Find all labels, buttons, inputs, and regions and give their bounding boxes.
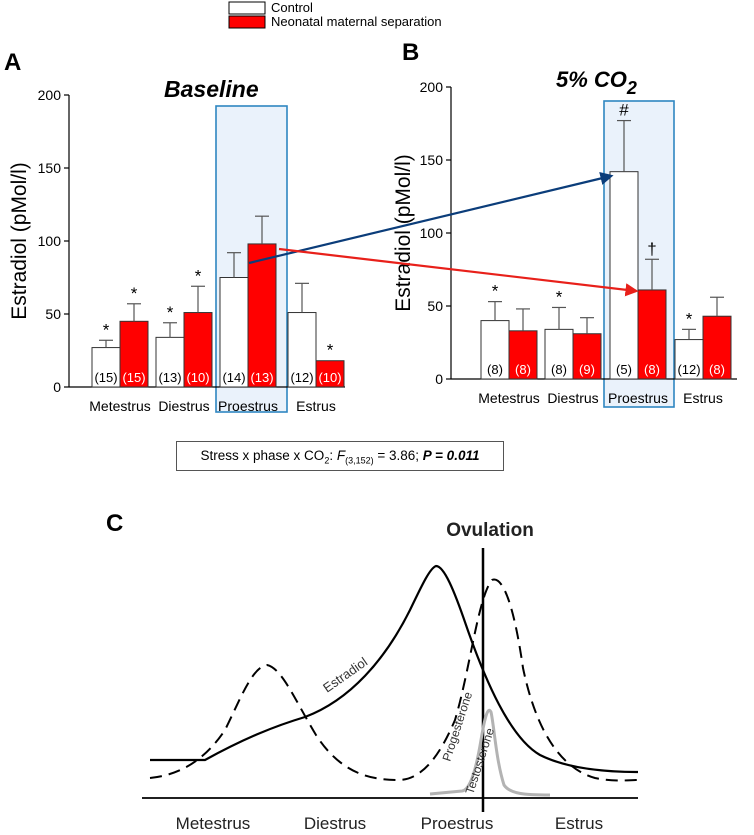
estradiol-curve-label: Estradiol [320, 654, 370, 695]
stats-mid: = 3.86; [373, 448, 423, 463]
panel-letter-b: B [402, 39, 419, 66]
x-category-label: Proestrus [608, 390, 668, 406]
sample-size-label: (8) [487, 362, 503, 377]
stats-colon: : [329, 448, 337, 463]
bar-nms-metestrus [119, 320, 149, 388]
estradiol-curve [150, 564, 639, 774]
y-tick-label: 0 [435, 371, 443, 387]
stats-df: (3,152) [345, 455, 374, 466]
y-tick-label: 150 [38, 160, 62, 176]
bar-nms-diestrus [572, 333, 602, 380]
ovulation-title: Ovulation [446, 520, 534, 541]
x-category-label: Diestrus [547, 390, 598, 406]
y-tick-label: 200 [420, 79, 444, 95]
stats-prefix-sub: 2 [324, 455, 330, 466]
y-axis-label: Estradiol (pMol/l) [8, 162, 31, 320]
significance-mark: * [327, 341, 334, 360]
sample-size-label: (13) [158, 370, 181, 385]
progesterone-curve [149, 578, 639, 782]
sample-size-label: (13) [250, 370, 273, 385]
testosterone-curve-label: Testosterone [463, 726, 498, 796]
panel-b-title: 5% CO2 [556, 67, 637, 98]
legend-nms-swatch [228, 15, 266, 29]
significance-mark: * [686, 309, 693, 328]
panel-c-phase-label: Diestrus [304, 814, 366, 833]
sample-size-label: (8) [515, 362, 531, 377]
y-tick-label: 0 [53, 379, 61, 395]
bar-control-estrus [287, 312, 317, 388]
significance-mark: * [556, 287, 563, 306]
x-category-label: Diestrus [158, 398, 209, 414]
sample-size-label: (15) [122, 370, 145, 385]
significance-mark: * [195, 266, 202, 285]
sample-size-label: (8) [551, 362, 567, 377]
stats-p-value: P = 0.011 [422, 448, 480, 463]
sample-size-label: (10) [186, 370, 209, 385]
bar-nms-proestrus [637, 289, 667, 380]
panel-letter-c: C [106, 510, 123, 537]
y-tick-label: 50 [427, 298, 443, 314]
bar-control-estrus [674, 339, 704, 380]
legend-nms-label: Neonatal maternal separation [271, 14, 442, 29]
sample-size-label: (8) [644, 362, 660, 377]
x-category-label: Estrus [296, 398, 336, 414]
bar-control-metestrus [91, 347, 121, 388]
sample-size-label: (14) [222, 370, 245, 385]
panel-b-title-main: 5% CO [556, 67, 627, 92]
statistics-box: Stress x phase x CO2: F(3,152) = 3.86; P… [176, 441, 504, 471]
stats-prefix: Stress x phase x CO [200, 448, 325, 463]
chart-panel-a: 0 50 100 150 200 Estradiol (pMol/l) (15) * (15) *… [8, 87, 345, 414]
panel-letter-a: A [4, 49, 21, 76]
x-category-label: Estrus [683, 390, 723, 406]
panel-c-phase-label: Metestrus [176, 814, 251, 833]
bar-control-diestrus [544, 328, 574, 380]
chart-panel-b: 0 50 100 150 200 Estradiol (pMol/l) (8) * (8) Met… [392, 79, 737, 408]
x-category-label: Metestrus [478, 390, 539, 406]
bar-nms-estrus [702, 315, 732, 380]
bar-control-metestrus [480, 320, 510, 380]
sample-size-label: (12) [290, 370, 313, 385]
panel-a-title: Baseline [164, 76, 259, 102]
panel-c-phase-label: Proestrus [421, 814, 494, 833]
y-tick-label: 150 [420, 152, 444, 168]
legend-control-label: Control [271, 0, 313, 15]
x-category-label: Proestrus [218, 398, 278, 414]
legend-control-swatch [228, 1, 266, 15]
testosterone-curve [429, 708, 551, 797]
significance-mark: * [103, 320, 110, 339]
legend: Control Neonatal maternal separation [228, 0, 442, 29]
significance-mark: * [167, 303, 174, 322]
arrow-nms-proestrus [278, 247, 639, 297]
bar-control-diestrus [155, 336, 185, 388]
bar-nms-proestrus [247, 243, 277, 388]
significance-mark: * [492, 282, 499, 301]
sample-size-label: (9) [579, 362, 595, 377]
y-tick-label: 100 [420, 225, 444, 241]
bar-nms-estrus [315, 360, 345, 388]
panel-c-phase-label: Estrus [555, 814, 603, 833]
y-tick-label: 100 [38, 233, 62, 249]
sample-size-label: (15) [94, 370, 117, 385]
y-tick-label: 50 [45, 306, 61, 322]
stats-f: F [336, 448, 346, 463]
progesterone-curve-label: Progesterone [440, 690, 476, 763]
sample-size-label: (10) [318, 370, 341, 385]
chart-panel-c: Ovulation Estradiol Progesterone Testost… [142, 520, 639, 833]
sample-size-label: (12) [677, 362, 700, 377]
sample-size-label: (5) [616, 362, 632, 377]
sample-size-label: (8) [709, 362, 725, 377]
significance-mark: # [619, 101, 629, 120]
bar-control-proestrus [609, 171, 639, 380]
significance-mark: † [647, 239, 656, 258]
y-axis-label: Estradiol (pMol/l) [392, 154, 415, 312]
significance-mark: * [131, 284, 138, 303]
arrow-control-proestrus [248, 172, 614, 265]
panel-b-title-sub: 2 [626, 78, 637, 98]
y-tick-label: 200 [38, 87, 62, 103]
x-category-label: Metestrus [89, 398, 150, 414]
